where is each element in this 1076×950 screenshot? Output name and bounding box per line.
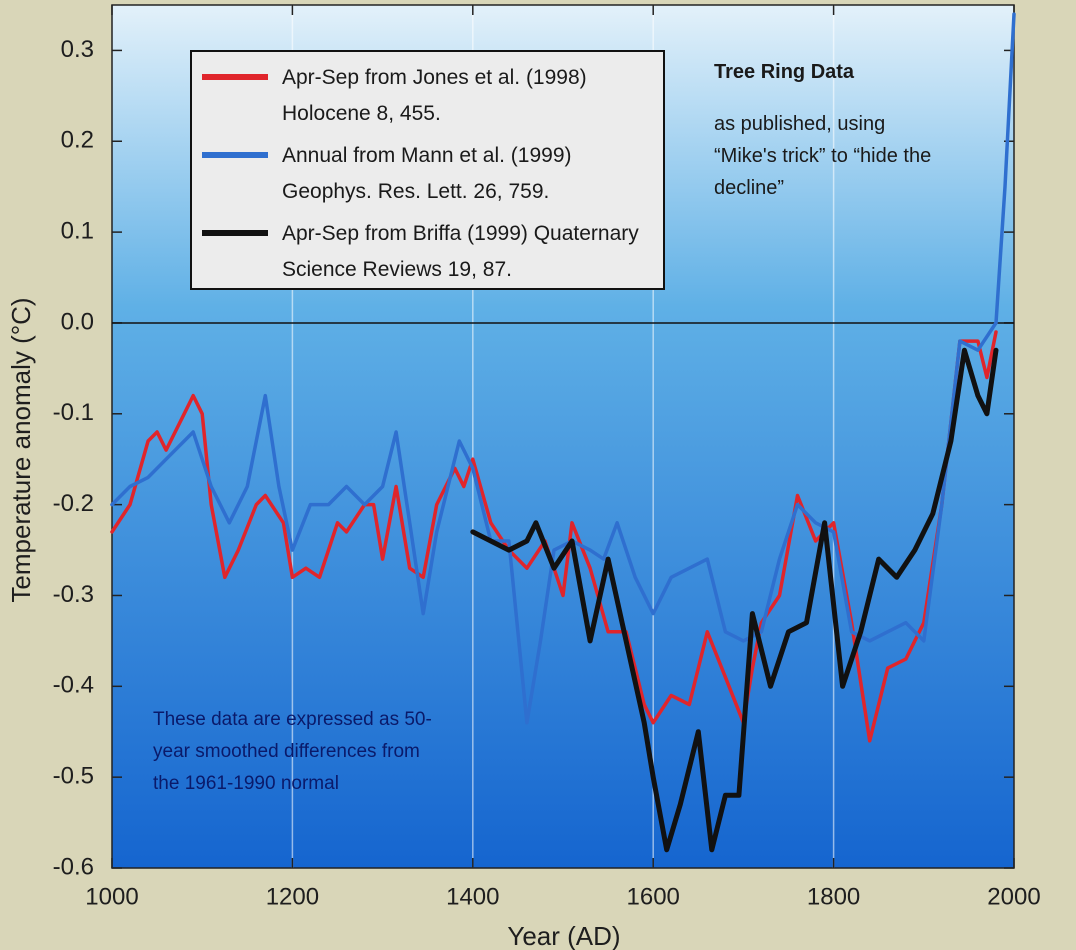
x-tick-label: 1000 bbox=[85, 883, 138, 910]
y-tick-label: 0.1 bbox=[61, 217, 94, 244]
y-tick-label: 0.0 bbox=[61, 308, 94, 335]
series-line bbox=[110, 12, 1016, 725]
annotation: These data are expressed as 50-year smoo… bbox=[153, 709, 432, 794]
legend-swatch bbox=[202, 152, 268, 158]
annotation: as published, using “Mike's trick” to “h… bbox=[714, 113, 932, 199]
y-tick-label: -0.2 bbox=[53, 490, 94, 517]
legend: Apr-Sep from Jones et al. (1998) Holocen… bbox=[190, 50, 665, 290]
x-axis-label: Year (AD) bbox=[507, 921, 620, 950]
legend-entry: Annual from Mann et al. (1999) Geophys. … bbox=[202, 138, 653, 210]
y-tick-label: -0.3 bbox=[53, 581, 94, 608]
x-tick-label: 1400 bbox=[446, 883, 499, 910]
legend-label: Apr-Sep from Briffa (1999) Quaternary Sc… bbox=[282, 222, 639, 281]
annotation-box: Tree Ring Data as published, using “Mike… bbox=[714, 56, 934, 204]
y-tick-label: 0.2 bbox=[61, 127, 94, 154]
legend-entry: Apr-Sep from Briffa (1999) Quaternary Sc… bbox=[202, 216, 653, 288]
x-tick-label: 1600 bbox=[627, 883, 680, 910]
series-line bbox=[110, 330, 998, 743]
y-tick-label: 0.3 bbox=[61, 36, 94, 63]
legend-entry: Apr-Sep from Jones et al. (1998) Holocen… bbox=[202, 60, 653, 132]
x-tick-label: 1200 bbox=[266, 883, 319, 910]
legend-swatch bbox=[202, 74, 268, 80]
y-tick-label: -0.1 bbox=[53, 399, 94, 426]
y-tick-label: -0.4 bbox=[53, 672, 94, 699]
x-tick-label: 2000 bbox=[987, 883, 1040, 910]
series-line bbox=[470, 347, 999, 853]
annotation: Tree Ring Data bbox=[714, 61, 855, 83]
y-tick-label: -0.6 bbox=[53, 853, 94, 880]
y-axis-label: Temperature anomaly (°C) bbox=[6, 297, 36, 602]
x-tick-label: 1800 bbox=[807, 883, 860, 910]
y-tick-label: -0.5 bbox=[53, 763, 94, 790]
legend-label: Apr-Sep from Jones et al. (1998) Holocen… bbox=[282, 66, 587, 125]
legend-label: Annual from Mann et al. (1999) Geophys. … bbox=[282, 144, 572, 203]
legend-swatch bbox=[202, 230, 268, 236]
